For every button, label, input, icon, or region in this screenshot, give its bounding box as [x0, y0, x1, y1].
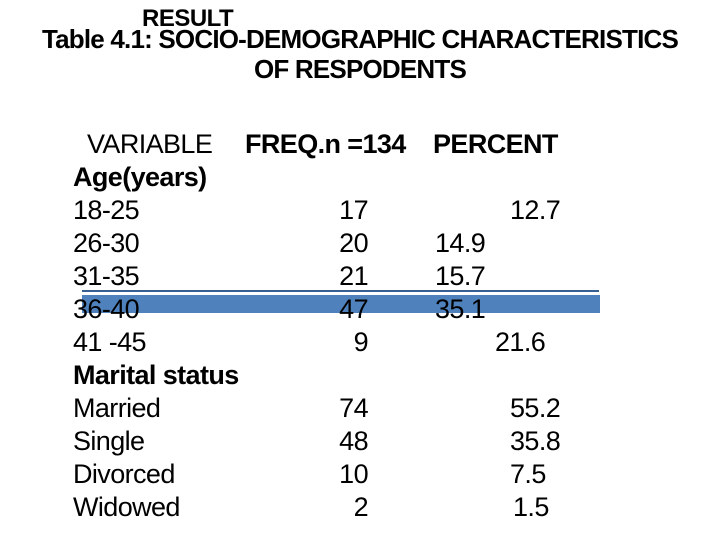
cell-percent: 14.9: [435, 228, 486, 258]
table-row-marital-section: Marital status: [73, 359, 693, 392]
header-frequency: FREQ.n =134: [245, 129, 406, 159]
cell-variable: 18-25: [73, 195, 140, 225]
cell-percent: 35.8: [510, 426, 561, 456]
cell-frequency: 21: [339, 261, 368, 291]
table-row: 41 -45 9 21.6: [73, 326, 693, 359]
cell-frequency: 17: [339, 195, 368, 225]
table-title-line1: Table 4.1: SOCIO-DEMOGRAPHIC CHARACTERIS…: [41, 24, 679, 54]
cell-variable: 41 -45: [73, 327, 147, 357]
cell-variable: Age(years): [73, 162, 207, 192]
header-variable: VARIABLE: [87, 129, 213, 159]
highlight-rule: [82, 290, 599, 292]
highlight-band: [82, 295, 600, 313]
cell-variable: 31-35: [73, 261, 140, 291]
cell-percent: 12.7: [510, 195, 561, 225]
cell-variable: Marital status: [73, 360, 239, 390]
cell-percent: 1.5: [513, 492, 549, 522]
cell-frequency: 10: [339, 459, 368, 489]
table-row: Divorced 10 7.5: [73, 458, 693, 491]
cell-frequency: 20: [339, 228, 368, 258]
table-row: Single 48 35.8: [73, 425, 693, 458]
header-percent: PERCENT: [433, 129, 558, 159]
table-row: 18-25 17 12.7: [73, 194, 693, 227]
result-heading: RESULT: [142, 5, 234, 32]
table-title-line2: OF RESPODENTS: [253, 54, 467, 84]
table-row: Widowed 2 1.5: [73, 491, 693, 524]
table-row-highlighted: 36-40 47 35.1: [73, 290, 693, 326]
cell-variable: 26-30: [73, 228, 140, 258]
cell-variable: Widowed: [73, 492, 180, 522]
cell-frequency: 47: [339, 294, 368, 324]
table-row-age-section: Age(years): [73, 161, 693, 194]
table-header-row: VARIABLE FREQ.n =134 PERCENT: [73, 128, 693, 161]
table-row: Married 74 55.2: [73, 392, 693, 425]
table-row: 31-35 21 15.7: [73, 260, 693, 293]
table-row: 26-30 20 14.9: [73, 227, 693, 260]
cell-percent: 35.1: [435, 294, 486, 324]
socio-demographic-table: VARIABLE FREQ.n =134 PERCENT Age(years) …: [73, 128, 693, 524]
cell-frequency: 9: [353, 327, 369, 357]
cell-frequency: 48: [339, 426, 368, 456]
cell-variable: Single: [73, 426, 145, 456]
cell-percent: 21.6: [495, 327, 546, 357]
cell-percent: 15.7: [435, 261, 486, 291]
cell-frequency: 2: [353, 492, 369, 522]
cell-percent: 7.5: [510, 459, 546, 489]
cell-frequency: 74: [339, 393, 368, 423]
cell-variable: 36-40: [73, 294, 140, 324]
cell-percent: 55.2: [510, 393, 561, 423]
cell-variable: Married: [73, 393, 161, 423]
cell-variable: Divorced: [73, 459, 175, 489]
table-title: Table 4.1: SOCIO-DEMOGRAPHIC CHARACTERIS…: [10, 24, 710, 84]
